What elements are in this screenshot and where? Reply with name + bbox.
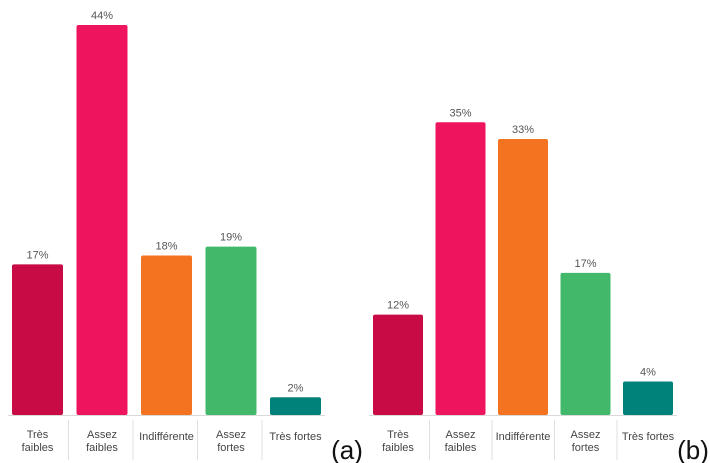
value-label-indifferente: 33%: [512, 124, 534, 136]
tick-label-assez-fortes: Assez fortes: [571, 429, 601, 454]
panel-label: (b): [677, 435, 709, 463]
bar-assez-faibles: [76, 25, 128, 415]
value-label-tres-faibles: 17%: [26, 249, 48, 261]
value-label-tres-fortes: 2%: [288, 382, 304, 394]
tick-label-indifferente: Indifférente: [496, 431, 551, 443]
bar-indifferente: [141, 255, 192, 415]
value-label-assez-faibles: 44%: [91, 10, 113, 22]
bar-assez-fortes: [205, 246, 257, 415]
tick-label-assez-fortes: Assez fortes: [216, 429, 246, 454]
bar-indifferente: [498, 139, 548, 415]
chart-panel-b: 12% Très faibles 35% Assez faibles 33% Indiffér…: [369, 107, 709, 463]
tick-label-tres-faibles: Très faibles: [382, 429, 414, 454]
panel-label: (a): [331, 435, 363, 463]
value-label-tres-faibles: 12%: [387, 300, 409, 312]
value-label-tres-fortes: 4%: [640, 367, 656, 379]
tick-label-tres-fortes: Très fortes: [622, 431, 675, 443]
tick-label-indifferente: Indifférente: [139, 431, 194, 443]
bar-tres-faibles: [373, 314, 423, 415]
bar-tres-faibles: [12, 264, 63, 415]
bar-assez-fortes: [560, 272, 611, 415]
tick-label-assez-faibles: Assez faibles: [445, 429, 477, 454]
value-label-assez-fortes: 19%: [220, 232, 242, 244]
value-label-assez-faibles: 35%: [449, 107, 471, 119]
bar-tres-fortes: [270, 397, 321, 415]
bar-tres-fortes: [623, 381, 673, 415]
value-label-assez-fortes: 17%: [574, 258, 596, 270]
tick-label-assez-faibles: Assez faibles: [86, 429, 118, 454]
value-label-indifferente: 18%: [155, 240, 177, 252]
tick-label-tres-fortes: Très fortes: [269, 431, 322, 443]
bar-assez-faibles: [435, 122, 486, 415]
tick-label-tres-faibles: Très faibles: [22, 429, 54, 454]
chart-panel-a: 17% Très faibles 44% Assez faibles 18% Indiffér…: [8, 10, 363, 463]
